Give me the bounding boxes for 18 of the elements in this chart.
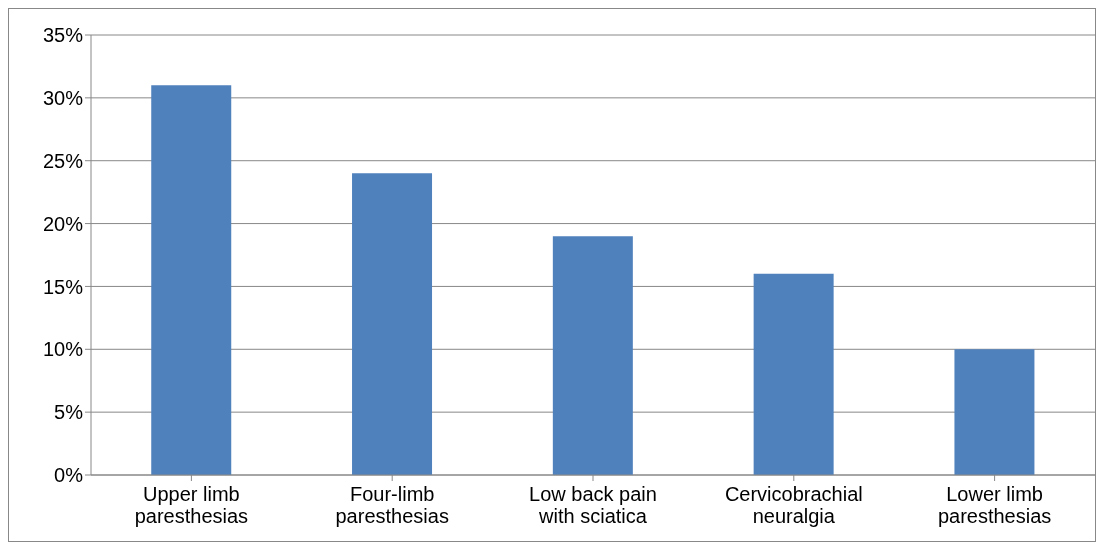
bar <box>552 236 633 475</box>
bar <box>753 273 834 475</box>
y-tick-label: 30% <box>42 86 84 109</box>
bar <box>151 85 232 475</box>
y-tick-label: 5% <box>54 401 84 424</box>
bar <box>954 349 1035 475</box>
bar <box>352 173 433 475</box>
y-tick-label: 15% <box>42 275 84 298</box>
y-tick-label: 20% <box>42 212 84 235</box>
x-tick-label: Upper limb paresthesias <box>134 483 249 527</box>
x-tick-label: Lower limb paresthesias <box>937 483 1052 527</box>
y-tick-label: 25% <box>42 149 84 172</box>
x-tick-label: Low back pain with sciatica <box>529 483 657 527</box>
y-tick-label: 35% <box>42 24 84 47</box>
x-tick-label: Cervicobrachial neuralgia <box>724 483 863 527</box>
y-tick-label: 10% <box>42 338 84 361</box>
x-tick-label: Four-limb paresthesias <box>335 483 449 527</box>
y-tick-label: 0% <box>54 464 84 487</box>
